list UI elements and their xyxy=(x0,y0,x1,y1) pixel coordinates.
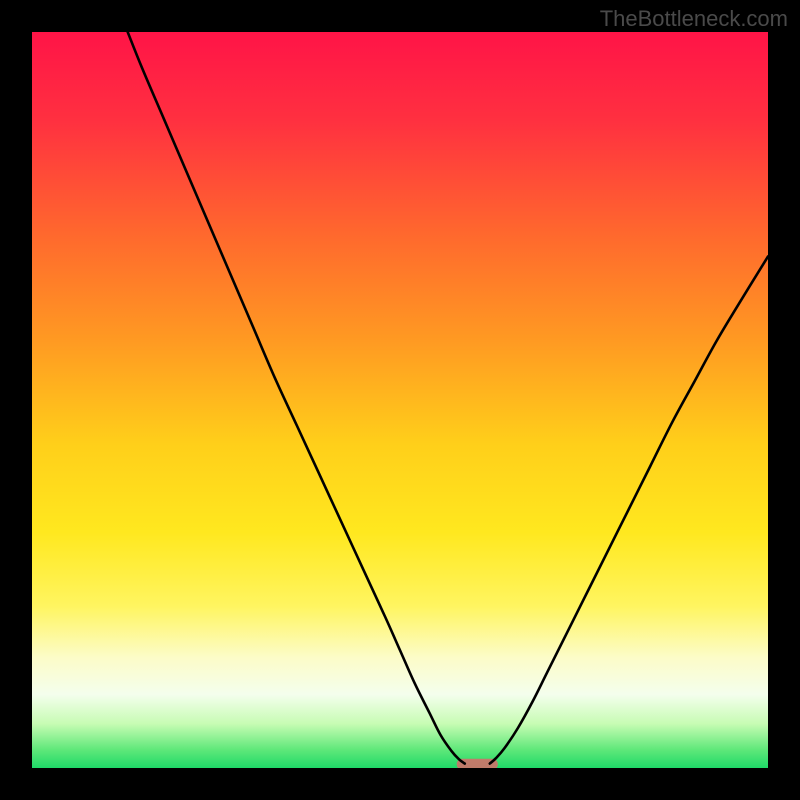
bottleneck-curve-chart xyxy=(32,32,768,768)
watermark-text: TheBottleneck.com xyxy=(600,6,788,32)
chart-frame: TheBottleneck.com xyxy=(0,0,800,800)
gradient-background xyxy=(32,32,768,768)
plot-area xyxy=(32,32,768,768)
